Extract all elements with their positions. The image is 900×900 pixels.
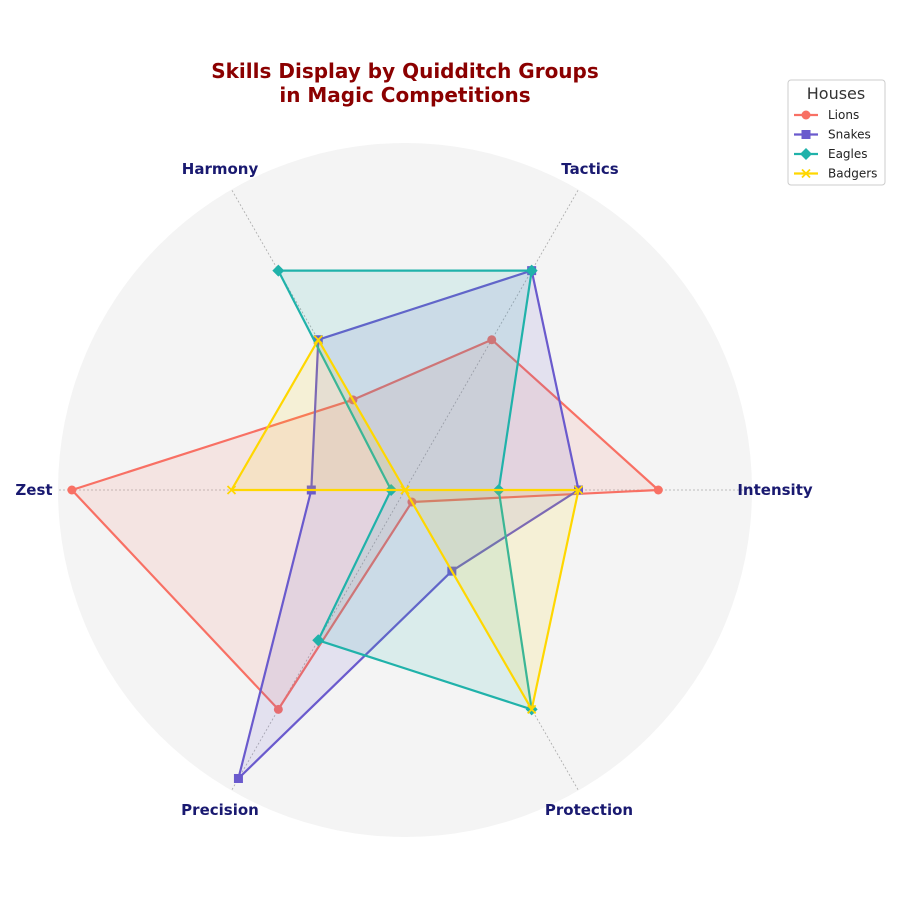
legend-item-badgers: Badgers: [794, 167, 877, 181]
axis-label-tactics: Tactics: [561, 160, 619, 178]
point-badgers-precision: [400, 485, 410, 495]
chart-title-line-2: in Magic Competitions: [279, 83, 530, 107]
legend-item-lions: Lions: [794, 108, 859, 122]
point-badgers-protection: [527, 704, 537, 715]
legend-box: [787, 79, 886, 186]
point-lions-intensity: [653, 485, 663, 495]
point-eagles-precision: [312, 634, 325, 647]
legend-title: Houses: [807, 84, 865, 103]
legend-marker-lions: [801, 110, 811, 120]
point-lions-tactics: [487, 335, 497, 345]
legend-item-snakes: Snakes: [794, 128, 871, 142]
point-badgers-zest: [226, 485, 237, 495]
legend-marker-badgers: [801, 168, 811, 179]
point-lions-zest: [67, 485, 77, 495]
point-lions-precision: [273, 704, 283, 714]
point-badgers-harmony: [313, 335, 323, 345]
axis-label-protection: Protection: [545, 801, 633, 819]
point-snakes-precision: [233, 773, 243, 783]
legend: Houses Lions Snakes Eagles Badgers: [787, 79, 886, 186]
point-eagles-tactics: [525, 264, 538, 277]
series-layer: [67, 264, 663, 783]
series-badgers: [226, 335, 584, 715]
series-area-lions: [71, 339, 659, 710]
legend-marker-snakes: [801, 130, 811, 139]
point-eagles-harmony: [272, 264, 285, 277]
series-area-snakes: [238, 270, 579, 779]
axis-labels: Intensity Tactics Harmony Zest Precision Prot…: [15, 160, 812, 819]
axis-label-precision: Precision: [181, 801, 259, 819]
legend-item-eagles: Eagles: [794, 147, 868, 161]
axis-label-intensity: Intensity: [737, 481, 813, 499]
axis-label-zest: Zest: [15, 481, 52, 499]
chart-title-line-1: Skills Display by Quidditch Groups: [211, 59, 599, 83]
legend-label-eagles: Eagles: [828, 147, 868, 161]
legend-label-badgers: Badgers: [828, 167, 877, 181]
legend-label-snakes: Snakes: [828, 128, 871, 142]
legend-items: Lions Snakes Eagles Badgers: [794, 108, 877, 181]
legend-marker-eagles: [800, 148, 812, 160]
legend-label-lions: Lions: [828, 108, 859, 122]
point-badgers-intensity: [573, 485, 584, 495]
axis-label-harmony: Harmony: [182, 160, 259, 178]
series-area-badgers: [231, 339, 579, 710]
